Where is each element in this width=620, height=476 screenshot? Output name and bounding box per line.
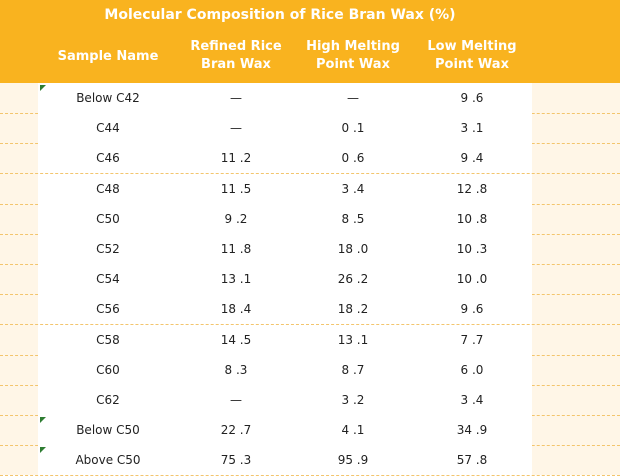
cell-sample-name[interactable]: C46 [96, 151, 120, 166]
cell-high-melting[interactable]: 18 .0 [337, 242, 369, 256]
cell-sample-name[interactable]: C56 [96, 302, 120, 317]
cell-low-melting[interactable]: 10 .0 [456, 272, 488, 287]
table-row[interactable]: C62 — 3 .2 3 .4 [0, 385, 620, 416]
row-background [38, 83, 532, 113]
cell-sample-name[interactable]: C58 [96, 332, 120, 347]
cell-low-melting[interactable]: 9 .6 [460, 302, 484, 317]
cell-refined[interactable]: 18 .4 [220, 302, 252, 317]
cell-high-melting[interactable]: 18 .2 [337, 302, 369, 317]
header-refined: Refined Rice Bran Wax [178, 38, 294, 74]
cell-high-melting[interactable]: 0 .1 [341, 121, 365, 136]
cell-low-melting[interactable]: 6 .0 [460, 362, 484, 377]
header-low-line2: Point Wax [435, 57, 509, 72]
cell-sample-name[interactable]: C62 [96, 393, 120, 407]
cell-low-melting[interactable]: 7 .7 [460, 332, 484, 347]
cell-low-melting[interactable]: 34 .9 [456, 423, 488, 438]
cell-refined[interactable]: 11 .2 [220, 151, 252, 166]
cell-refined[interactable]: 9 .2 [224, 211, 248, 226]
row-background [38, 113, 532, 144]
table-row[interactable]: C44 — 0 .1 3 .1 [0, 113, 620, 145]
cell-sample-name[interactable]: Below C42 [76, 91, 140, 105]
row-background [38, 385, 532, 415]
cell-high-melting[interactable]: 8 .7 [341, 362, 365, 377]
table-row[interactable]: C48 11 .5 3 .4 12 .8 [0, 173, 620, 205]
cell-refined[interactable]: — [230, 393, 242, 407]
cell-refined[interactable]: — [230, 91, 242, 105]
cell-high-melting[interactable]: 3 .4 [341, 181, 365, 196]
header-low-melting: Low Melting Point Wax [412, 38, 532, 74]
cell-comment-marker-icon [40, 447, 46, 454]
cell-sample-name[interactable]: C52 [96, 242, 120, 256]
cell-refined[interactable]: 8 .3 [224, 362, 248, 377]
table-header: Molecular Composition of Rice Bran Wax (… [0, 0, 620, 83]
row-background [38, 173, 532, 204]
cell-low-melting[interactable]: 9 .4 [460, 151, 484, 166]
cell-refined[interactable]: 13 .1 [220, 272, 252, 287]
cell-comment-marker-icon [40, 417, 46, 424]
row-background [38, 354, 532, 385]
cell-high-melting[interactable]: 13 .1 [337, 332, 369, 347]
header-high-line1: High Melting [306, 39, 400, 54]
header-refined-line1: Refined Rice [190, 39, 282, 54]
row-background [38, 143, 532, 174]
cell-comment-marker-icon [40, 85, 46, 91]
table-row[interactable]: C52 11 .8 18 .0 10 .3 [0, 234, 620, 265]
table-row[interactable]: C54 13 .1 26 .2 10 .0 [0, 264, 620, 296]
cell-high-melting[interactable]: — [347, 91, 359, 105]
cell-sample-name[interactable]: C44 [96, 121, 120, 136]
cell-low-melting[interactable]: 3 .1 [460, 121, 484, 136]
cell-refined[interactable]: 75 .3 [220, 453, 252, 468]
left-margin-column [0, 83, 38, 475]
row-background [38, 415, 532, 446]
cell-refined[interactable]: — [230, 121, 242, 136]
row-background [38, 324, 532, 355]
cell-low-melting[interactable]: 9 .6 [460, 91, 484, 105]
row-background [38, 234, 532, 264]
table-row[interactable]: Above C50 75 .3 95 .9 57 .8 [0, 445, 620, 476]
cell-refined[interactable]: 14 .5 [220, 332, 252, 347]
row-background [38, 445, 532, 476]
cell-low-melting[interactable]: 12 .8 [456, 181, 488, 196]
row-background [38, 294, 532, 325]
row-background [38, 203, 532, 234]
cell-high-melting[interactable]: 3 .2 [341, 393, 365, 407]
cell-sample-name[interactable]: Above C50 [75, 453, 141, 468]
cell-refined[interactable]: 22 .7 [220, 423, 252, 438]
cell-refined[interactable]: 11 .8 [220, 242, 252, 256]
table-row[interactable]: Below C50 22 .7 4 .1 34 .9 [0, 415, 620, 447]
cell-low-melting[interactable]: 3 .4 [460, 393, 484, 407]
cell-high-melting[interactable]: 8 .5 [341, 211, 365, 226]
row-background [38, 264, 532, 295]
table-row[interactable]: C50 9 .2 8 .5 10 .8 [0, 203, 620, 235]
cell-high-melting[interactable]: 95 .9 [337, 453, 369, 468]
cell-low-melting[interactable]: 10 .3 [456, 242, 488, 256]
header-high-line2: Point Wax [316, 57, 390, 72]
cell-low-melting[interactable]: 10 .8 [456, 211, 488, 226]
table-row[interactable]: C56 18 .4 18 .2 9 .6 [0, 294, 620, 326]
header-refined-line2: Bran Wax [201, 57, 271, 72]
cell-sample-name[interactable]: C50 [96, 211, 120, 226]
cell-high-melting[interactable]: 0 .6 [341, 151, 365, 166]
header-sample-name: Sample Name [57, 49, 159, 64]
cell-sample-name[interactable]: C54 [96, 272, 120, 287]
table-row[interactable]: C60 8 .3 8 .7 6 .0 [0, 354, 620, 386]
cell-sample-name[interactable]: C48 [96, 181, 120, 196]
cell-refined[interactable]: 11 .5 [220, 181, 252, 196]
table-row[interactable]: Below C42 — — 9 .6 [0, 83, 620, 114]
header-low-line1: Low Melting [427, 39, 517, 54]
table-title: Molecular Composition of Rice Bran Wax (… [104, 7, 456, 23]
cell-high-melting[interactable]: 4 .1 [341, 423, 365, 438]
table-row[interactable]: C58 14 .5 13 .1 7 .7 [0, 324, 620, 356]
table-row[interactable]: C46 11 .2 0 .6 9 .4 [0, 143, 620, 175]
cell-low-melting[interactable]: 57 .8 [456, 453, 488, 468]
cell-sample-name[interactable]: C60 [96, 362, 120, 377]
cell-high-melting[interactable]: 26 .2 [337, 272, 369, 287]
right-margin-column [532, 83, 620, 475]
cell-sample-name[interactable]: Below C50 [76, 423, 140, 438]
header-high-melting: High Melting Point Wax [294, 38, 412, 74]
